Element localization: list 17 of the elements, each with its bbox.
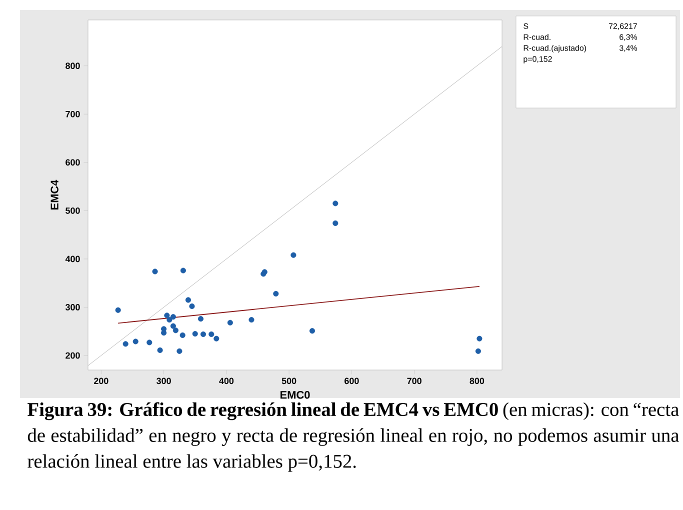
y-tick-label: 600 — [66, 159, 80, 166]
x-tick-label: 600 — [344, 378, 359, 384]
x-tick-label: 400 — [219, 378, 234, 384]
x-tick-label: 200 — [94, 378, 108, 384]
y-tick-label: 200 — [66, 352, 80, 359]
text: Figura 39: Gráfico de regresión lineal de EMC4 vs EMC0 (en micras): con “recta de estabilidad” en negro y recta de regresión lineal en rojo, no podemos asumir una relación lineal entre las variables p=0,152. — [28, 402, 680, 472]
x-axis-title: EMC0 — [280, 390, 310, 399]
y-tick-label: 300 — [65, 304, 80, 310]
y-tick-label: 500 — [66, 207, 80, 214]
x-tick-label: 300 — [156, 378, 171, 384]
y-tick-label: 800 — [66, 62, 80, 70]
y-tick-label: 400 — [65, 256, 80, 262]
y-tick-label: 700 — [66, 110, 80, 118]
y-axis-title: EMC4 — [50, 180, 58, 210]
x-tick-label: 800 — [470, 378, 484, 384]
x-tick-label: 500 — [282, 378, 296, 384]
x-tick-label: 700 — [407, 378, 422, 384]
